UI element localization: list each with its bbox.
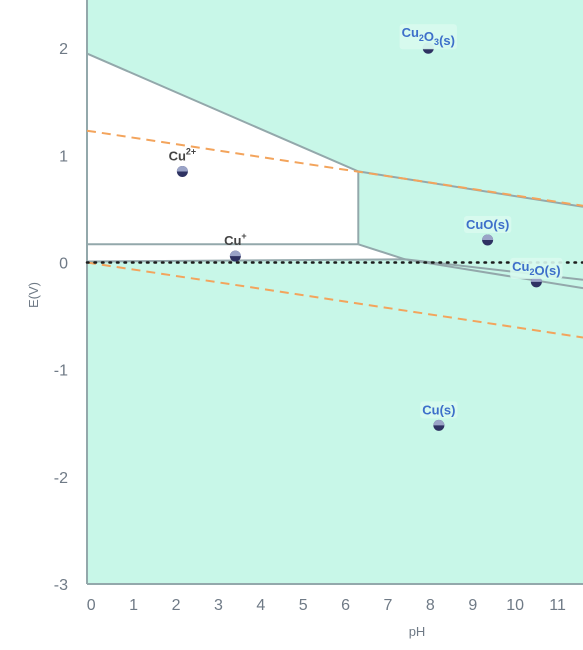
species-point-5: Cu(s)	[420, 401, 458, 431]
species-base2: O	[535, 263, 545, 278]
x-tick-label: 5	[299, 597, 308, 614]
species-point-2: Cu+	[224, 231, 247, 262]
x-tick-label: 3	[214, 597, 223, 614]
point-marker-highlight	[229, 250, 241, 257]
species-point-4: Cu2O(s)	[510, 257, 563, 288]
x-tick-label: 2	[172, 597, 181, 614]
species-base2: O	[424, 29, 434, 44]
species-base: Cu	[402, 25, 419, 40]
x-tick-label: 8	[426, 597, 435, 614]
y-tick-label: 2	[59, 41, 68, 58]
species-base: Cu	[224, 233, 241, 248]
species-sub2: 3	[434, 37, 439, 47]
point-marker-highlight	[176, 165, 188, 172]
y-tick-label: -3	[54, 577, 68, 594]
plot-area	[86, 0, 583, 585]
x-axis-ticks: 0 1 2 3 4 5 6 7 8 9 10 11	[87, 597, 566, 614]
point-marker-highlight	[433, 419, 445, 426]
species-phase: (s)	[545, 263, 561, 278]
species-base: Cu	[169, 148, 186, 163]
species-phase: (s)	[440, 402, 456, 417]
species-label: Cu+	[224, 231, 247, 248]
species-base: Cu	[422, 402, 439, 417]
species-sub: 2	[530, 267, 535, 277]
chart-marks: Cu2O3(s)Cu2+Cu+CuO(s)Cu2O(s)Cu(s)	[85, 24, 583, 431]
species-label-background	[463, 216, 512, 234]
water-stability-line-0	[86, 129, 583, 207]
y-tick-label: -1	[54, 363, 68, 380]
species-point-0: Cu2O3(s)	[399, 24, 457, 54]
species-label: Cu2+	[169, 146, 197, 163]
x-tick-label: 10	[506, 597, 524, 614]
water-stability-line-1	[86, 261, 583, 339]
species-label: Cu2O(s)	[512, 259, 560, 278]
species-label-background	[420, 401, 458, 419]
x-tick-label: 6	[341, 597, 350, 614]
region-cu-plus	[87, 244, 405, 262]
species-point-1: Cu2+	[169, 146, 197, 177]
x-axis-label: pH	[409, 624, 426, 639]
y-axis-label: E(V)	[26, 282, 41, 308]
species-phase: (s)	[439, 33, 455, 48]
y-tick-label: -2	[54, 470, 68, 487]
species-label: Cu2O3(s)	[402, 25, 455, 48]
x-tick-label: 0	[87, 597, 96, 614]
x-tick-label: 1	[129, 597, 138, 614]
species-sub: 2	[419, 33, 424, 43]
x-tick-label: 7	[384, 597, 393, 614]
x-tick-label: 9	[468, 597, 477, 614]
species-label: CuO(s)	[466, 217, 509, 232]
region-cu2-plus	[87, 53, 359, 245]
species-sup: 2+	[186, 146, 196, 156]
species-point-3: CuO(s)	[463, 216, 512, 246]
y-tick-label: 1	[59, 148, 68, 165]
species-phase: (s)	[493, 217, 509, 232]
species-base: CuO	[466, 217, 493, 232]
x-tick-label: 11	[549, 597, 566, 614]
point-marker-highlight	[482, 234, 494, 241]
y-tick-label: 0	[59, 256, 68, 273]
species-sup: +	[241, 231, 246, 241]
species-label: Cu(s)	[422, 402, 455, 417]
species-label-background	[399, 24, 457, 50]
species-base: Cu	[512, 259, 529, 274]
species-label-background	[510, 257, 563, 279]
y-axis-ticks: 2 1 0 -1 -2 -3	[54, 41, 68, 594]
x-tick-label: 4	[256, 597, 265, 614]
